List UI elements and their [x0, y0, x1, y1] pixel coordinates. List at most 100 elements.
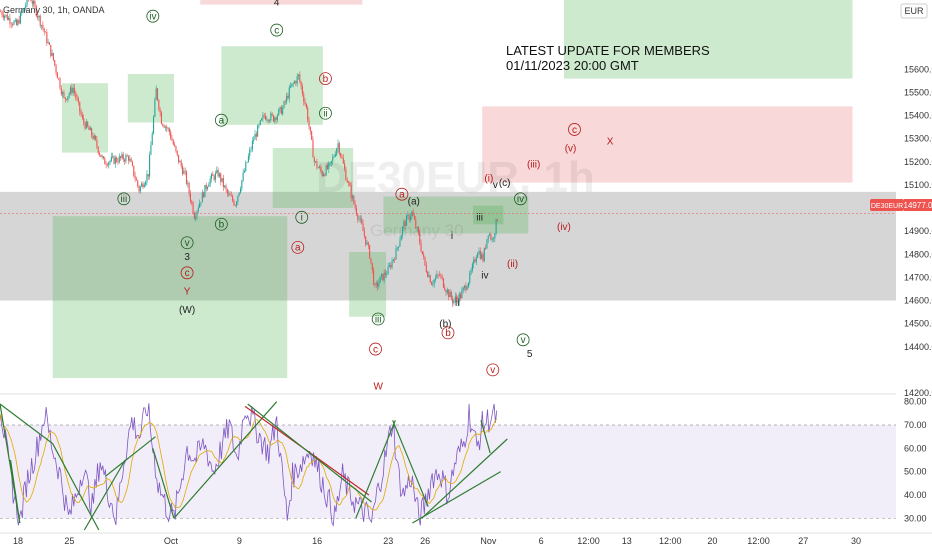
candle-body [301, 86, 303, 95]
candle-body [431, 282, 433, 285]
candle-body [342, 158, 344, 164]
candle-body [253, 139, 255, 142]
time-tick-label: 30 [851, 536, 861, 546]
candle-body [392, 259, 394, 261]
rsi-trendline [105, 436, 156, 477]
candle-body [50, 44, 52, 56]
candle-body [81, 115, 83, 118]
time-tick-label: Oct [164, 536, 179, 546]
candle-body [189, 193, 191, 202]
candle-body [236, 201, 238, 206]
candle-body [378, 282, 380, 287]
candle-body [440, 275, 442, 277]
candle-body [419, 233, 421, 244]
wave-circle [270, 23, 284, 37]
wave-label: b [445, 328, 451, 339]
candle-body [322, 174, 325, 176]
price-tick-label: 15200.0 [904, 157, 932, 167]
candle-body [257, 125, 259, 137]
candle-body [39, 15, 41, 26]
candle-body [104, 158, 106, 165]
candle-body [336, 148, 338, 155]
time-tick-label: 18 [13, 536, 23, 546]
zone-green-5 [221, 46, 323, 125]
candle-body [155, 88, 157, 100]
candle-body [31, 1, 33, 4]
time-tick-label: 6 [539, 536, 544, 546]
candle-body [345, 169, 347, 181]
candle-body [175, 146, 177, 151]
candle-body [475, 257, 477, 262]
candle-body [315, 161, 317, 163]
price-tick-label: 15600.0 [904, 64, 932, 74]
price-tick-label: 14700.0 [904, 272, 932, 282]
candle-body [164, 126, 166, 128]
candle-body [4, 15, 6, 18]
candle-body [286, 95, 288, 102]
candle-body [217, 170, 219, 177]
candle-body [275, 117, 277, 120]
candle-body [365, 236, 367, 245]
candle-body [54, 60, 56, 66]
rsi-tick-label: 40.00 [904, 490, 927, 500]
candle-body [346, 180, 348, 183]
candle-body [348, 182, 350, 184]
candle-body [287, 95, 289, 99]
candle-body [486, 239, 488, 249]
candle-body [214, 172, 217, 180]
candle-body [320, 167, 322, 172]
candle-body [326, 165, 329, 169]
candle-body [366, 242, 368, 245]
time-tick-label: 9 [237, 536, 242, 546]
wave-label: X [607, 136, 614, 147]
candle-body [139, 186, 141, 192]
candle-body [92, 135, 94, 139]
wave-label: c [274, 25, 279, 36]
rsi-line [0, 403, 498, 527]
candle-body [88, 126, 90, 131]
candle-body [158, 100, 160, 110]
candle-body [423, 253, 425, 257]
candle-body [363, 231, 365, 237]
candle-body [255, 133, 257, 137]
candle-body [76, 97, 78, 100]
candle-body [291, 83, 293, 87]
candle-body [416, 227, 418, 229]
candle-body [30, 0, 32, 2]
candle-body [15, 19, 18, 25]
wave-label: a [219, 116, 225, 127]
candle-body [429, 275, 431, 283]
price-tick-label: 14800.0 [904, 249, 932, 259]
candle-body [463, 285, 466, 288]
candle-body [149, 154, 151, 177]
candle-body [490, 234, 492, 240]
symbol-tag [870, 199, 904, 211]
price-axis-bg [896, 0, 932, 550]
candle-body [409, 216, 412, 220]
wave-label: (a) [408, 196, 420, 207]
rsi-ma-line [0, 413, 498, 511]
candle-body [181, 166, 184, 174]
candle-body [359, 218, 361, 220]
time-tick-label: 20 [707, 536, 717, 546]
price-tick-label: 15300.0 [904, 134, 932, 144]
candle-body [466, 286, 468, 290]
zone-red-12 [200, 0, 363, 5]
wave-label: b [219, 220, 225, 231]
candle-body [154, 99, 156, 117]
candle-body [400, 235, 402, 241]
candle-body [67, 96, 69, 100]
candle-body [135, 178, 137, 181]
candle-body [0, 11, 2, 13]
wave-circle [180, 266, 194, 280]
candle-body [2, 15, 4, 18]
candle-body [12, 24, 14, 25]
candle-body [146, 174, 148, 182]
rsi-tick-label: 50.00 [904, 467, 927, 477]
candle-body [203, 192, 205, 198]
candle-body [237, 195, 239, 202]
candle-body [6, 14, 8, 20]
candle-body [230, 195, 232, 197]
wave-label: a [399, 189, 405, 200]
currency-button[interactable] [900, 3, 928, 19]
